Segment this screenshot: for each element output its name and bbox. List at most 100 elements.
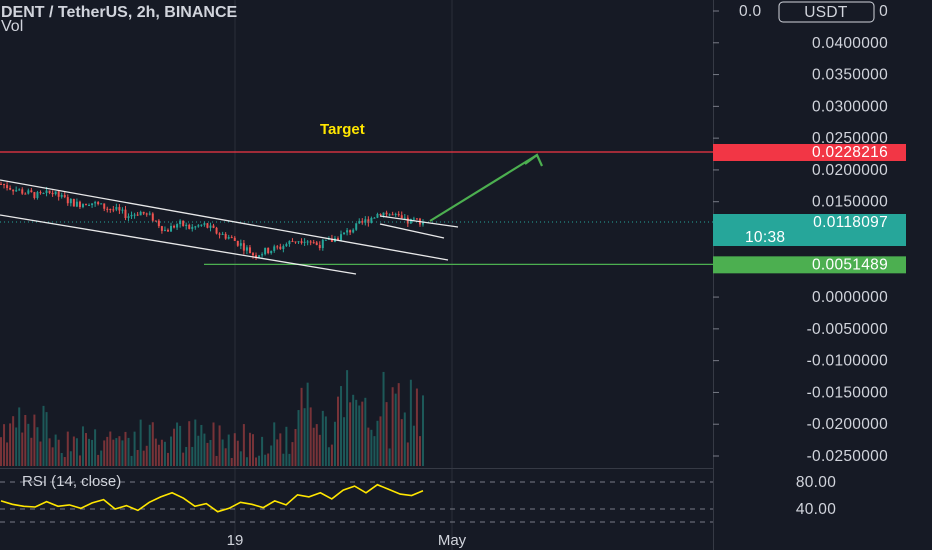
- candle-body: [12, 189, 15, 192]
- volume-bar: [352, 394, 355, 466]
- volume-bar: [142, 450, 145, 466]
- volume-bar: [239, 451, 242, 466]
- volume-bar: [179, 425, 182, 466]
- candle-body: [340, 234, 343, 241]
- candle-body: [130, 214, 133, 217]
- volume-bar: [42, 405, 45, 466]
- candle-body: [367, 219, 370, 223]
- volume-bar: [340, 386, 343, 466]
- volume-bar: [66, 431, 69, 466]
- candle-body: [97, 202, 100, 205]
- candle-body: [227, 237, 230, 239]
- flag-lower-line: [379, 223, 445, 239]
- volume-bar: [221, 439, 224, 466]
- volume-bar: [200, 424, 203, 466]
- volume-bar: [185, 446, 188, 466]
- candle-body: [273, 246, 276, 251]
- candle-body: [188, 224, 191, 229]
- volume-bar: [403, 412, 406, 466]
- volume-bar: [258, 455, 261, 466]
- candle-body: [355, 223, 358, 230]
- candle-body: [297, 241, 300, 243]
- trend-drawings[interactable]: [0, 151, 713, 275]
- price-axis[interactable]: 0.0 0 0.0400000 0.0350000 0.0300000 0.0250000…: [713, 3, 906, 465]
- volume-bar: [157, 444, 160, 466]
- candle-body: [264, 247, 267, 255]
- time-axis-label-may: May: [438, 532, 467, 549]
- candle-body: [324, 239, 327, 241]
- countdown-label: 10:38: [745, 229, 785, 246]
- volume-bar: [309, 407, 312, 466]
- candle-body: [373, 217, 376, 219]
- volume-bar: [212, 422, 215, 466]
- volume-bar: [206, 442, 209, 466]
- volume-bar: [85, 433, 88, 466]
- volume-bar: [373, 436, 376, 466]
- volume-bar: [327, 447, 330, 466]
- volume-bar: [406, 442, 409, 466]
- candle-body: [215, 227, 218, 234]
- candle-body: [194, 226, 197, 228]
- candle-body: [255, 255, 258, 258]
- candle-body: [127, 216, 130, 218]
- volume-bar: [261, 436, 264, 466]
- volume-bar: [412, 425, 415, 466]
- candle-body: [30, 190, 33, 193]
- candle-body: [39, 192, 42, 194]
- candle-body: [330, 238, 333, 242]
- volume-bar: [136, 449, 139, 466]
- volume-bar: [194, 419, 197, 466]
- volume-bar: [273, 422, 276, 466]
- candle-body: [100, 203, 103, 205]
- candle-body: [206, 223, 209, 228]
- price-tick-label: -0.0250000: [807, 448, 889, 465]
- candle-body: [285, 244, 288, 247]
- candle-body: [121, 209, 124, 211]
- currency-badge-box[interactable]: [778, 1, 875, 23]
- volume-bar: [148, 424, 151, 466]
- price-tick-label: 0.0350000: [812, 67, 888, 84]
- volume-bar: [361, 401, 364, 466]
- candle-body: [318, 244, 321, 249]
- candle-body: [124, 209, 127, 218]
- candle-body: [154, 220, 157, 222]
- volume-bar: [349, 402, 352, 466]
- volume-bar: [182, 452, 185, 466]
- candle-body: [81, 204, 84, 208]
- candle-body: [136, 214, 139, 216]
- volume-bar: [367, 427, 370, 466]
- volume-bar: [415, 388, 418, 466]
- target-annotation: Target: [320, 121, 365, 138]
- candle-body: [236, 240, 239, 246]
- volume-bar: [333, 421, 336, 466]
- candle-body: [54, 191, 57, 195]
- candle-body: [388, 214, 391, 216]
- candle-body: [185, 224, 188, 226]
- time-axis-label-19: 19: [227, 532, 244, 549]
- candle-body: [60, 195, 63, 197]
- volume-bar: [115, 438, 118, 466]
- candle-body: [349, 230, 352, 233]
- currency-badge[interactable]: USDT: [804, 4, 848, 21]
- candle-body: [203, 223, 206, 225]
- candle-body: [3, 183, 6, 186]
- volume-bar: [376, 420, 379, 466]
- rsi-tick-label: 40.00: [796, 501, 836, 518]
- candle-body: [312, 242, 315, 244]
- candle-body: [133, 214, 136, 216]
- candle-body: [403, 217, 406, 219]
- volume-bar: [209, 440, 212, 466]
- candle-body: [163, 229, 166, 231]
- current-price-label: 0.0118097: [813, 214, 888, 231]
- candle-body: [361, 221, 364, 223]
- volume-bar: [382, 371, 385, 466]
- volume-bar: [60, 452, 63, 466]
- candle-body: [391, 214, 394, 216]
- volume-bar: [315, 424, 318, 466]
- target-arrow-head: [524, 153, 544, 167]
- volume-bar: [151, 422, 154, 466]
- volume-bar: [191, 446, 194, 466]
- volume-bar: [391, 387, 394, 466]
